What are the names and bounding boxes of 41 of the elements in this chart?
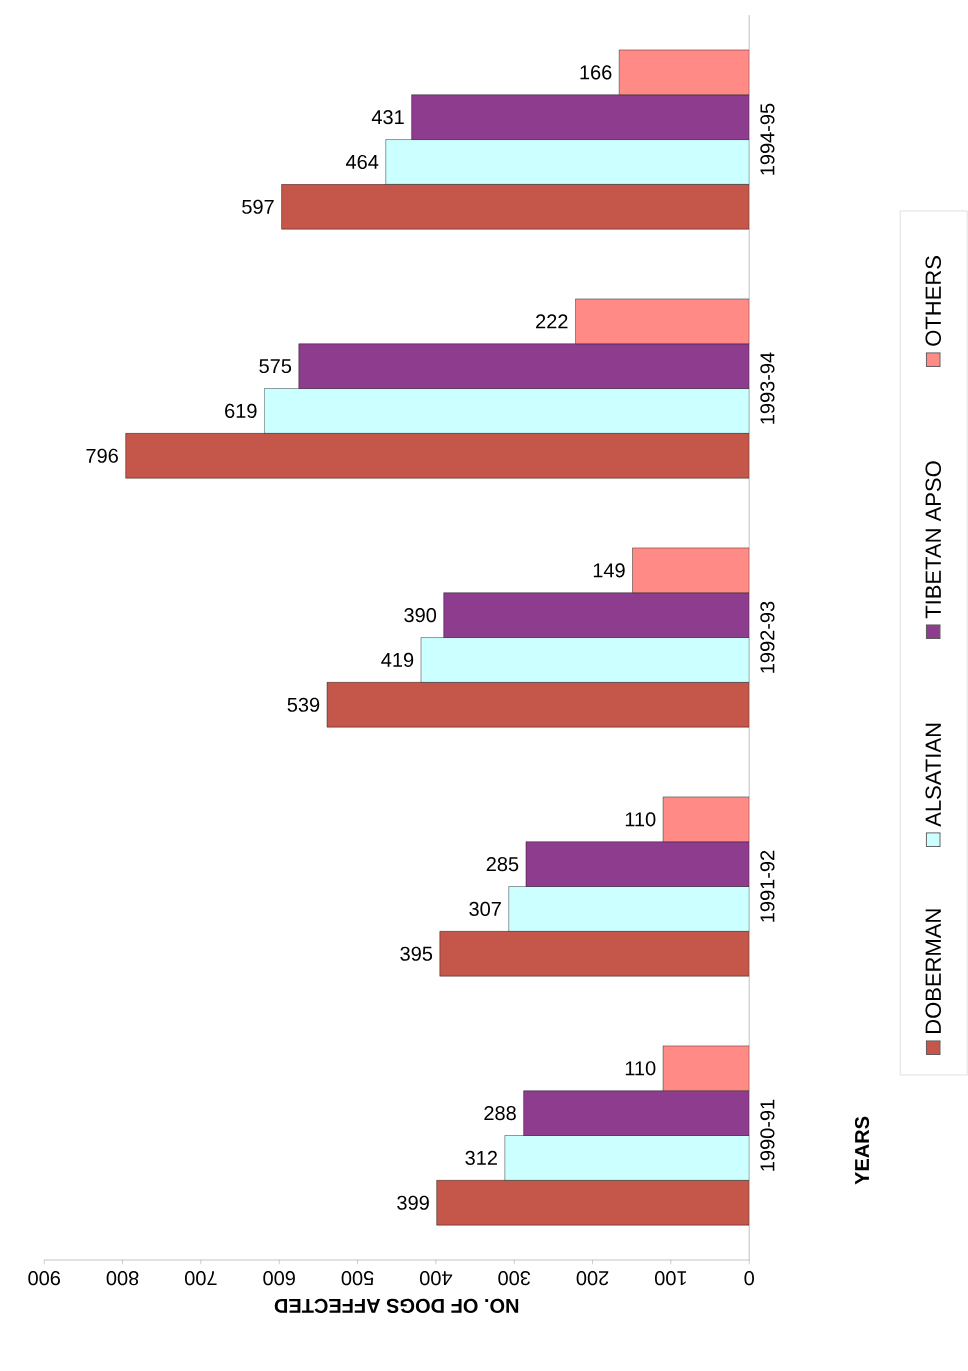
data-label: 619 bbox=[225, 403, 257, 419]
data-label: 539 bbox=[287, 697, 320, 712]
data-label: 222 bbox=[535, 314, 568, 329]
data-label: 110 bbox=[625, 1061, 656, 1076]
text: OTHERS bbox=[925, 256, 941, 346]
y-tick-label: 1993-94 bbox=[760, 352, 775, 424]
data-label: 399 bbox=[397, 1195, 429, 1210]
x-axis-title: NO. OF DOGS AFFECTED bbox=[274, 1298, 519, 1313]
y-tick-label: 1992-93 bbox=[760, 601, 775, 673]
data-label: 110 bbox=[625, 812, 656, 827]
data-label: 464 bbox=[345, 154, 379, 170]
data-label: 575 bbox=[259, 359, 291, 374]
y-tick-label: 1991-92 bbox=[760, 850, 775, 922]
data-label: 166 bbox=[580, 65, 612, 80]
x-tick-label: 400 bbox=[419, 1271, 453, 1286]
data-label: 312 bbox=[465, 1150, 497, 1166]
data-label: 395 bbox=[400, 946, 432, 961]
y-tick-label: 1990-91 bbox=[760, 1099, 775, 1171]
y-axis-title: YEARS bbox=[854, 1116, 869, 1185]
x-tick-label: 800 bbox=[106, 1271, 139, 1286]
text: DOBERMAN bbox=[925, 909, 941, 1033]
x-tick-label: 900 bbox=[28, 1271, 60, 1286]
x-tick-label: 100 bbox=[654, 1271, 686, 1286]
x-tick-label: 0 bbox=[744, 1271, 754, 1286]
y-tick-label: 1994-95 bbox=[760, 103, 775, 175]
data-label: 419 bbox=[381, 652, 414, 668]
data-label: 149 bbox=[593, 563, 625, 578]
data-label: 288 bbox=[484, 1106, 516, 1121]
data-label: 796 bbox=[86, 448, 118, 463]
text: TIBETAN APSO bbox=[925, 461, 941, 619]
data-label: 390 bbox=[404, 608, 436, 623]
x-tick-label: 300 bbox=[498, 1271, 531, 1286]
data-label: 285 bbox=[486, 857, 519, 872]
x-tick-label: 600 bbox=[263, 1271, 295, 1286]
x-tick-label: 700 bbox=[184, 1271, 217, 1286]
data-label: 307 bbox=[469, 901, 501, 917]
data-label: 597 bbox=[242, 199, 274, 214]
x-tick-label: 200 bbox=[576, 1271, 609, 1286]
x-tick-label: 500 bbox=[341, 1271, 374, 1286]
text: ALSATIAN bbox=[925, 723, 941, 827]
data-label: 431 bbox=[371, 110, 404, 125]
